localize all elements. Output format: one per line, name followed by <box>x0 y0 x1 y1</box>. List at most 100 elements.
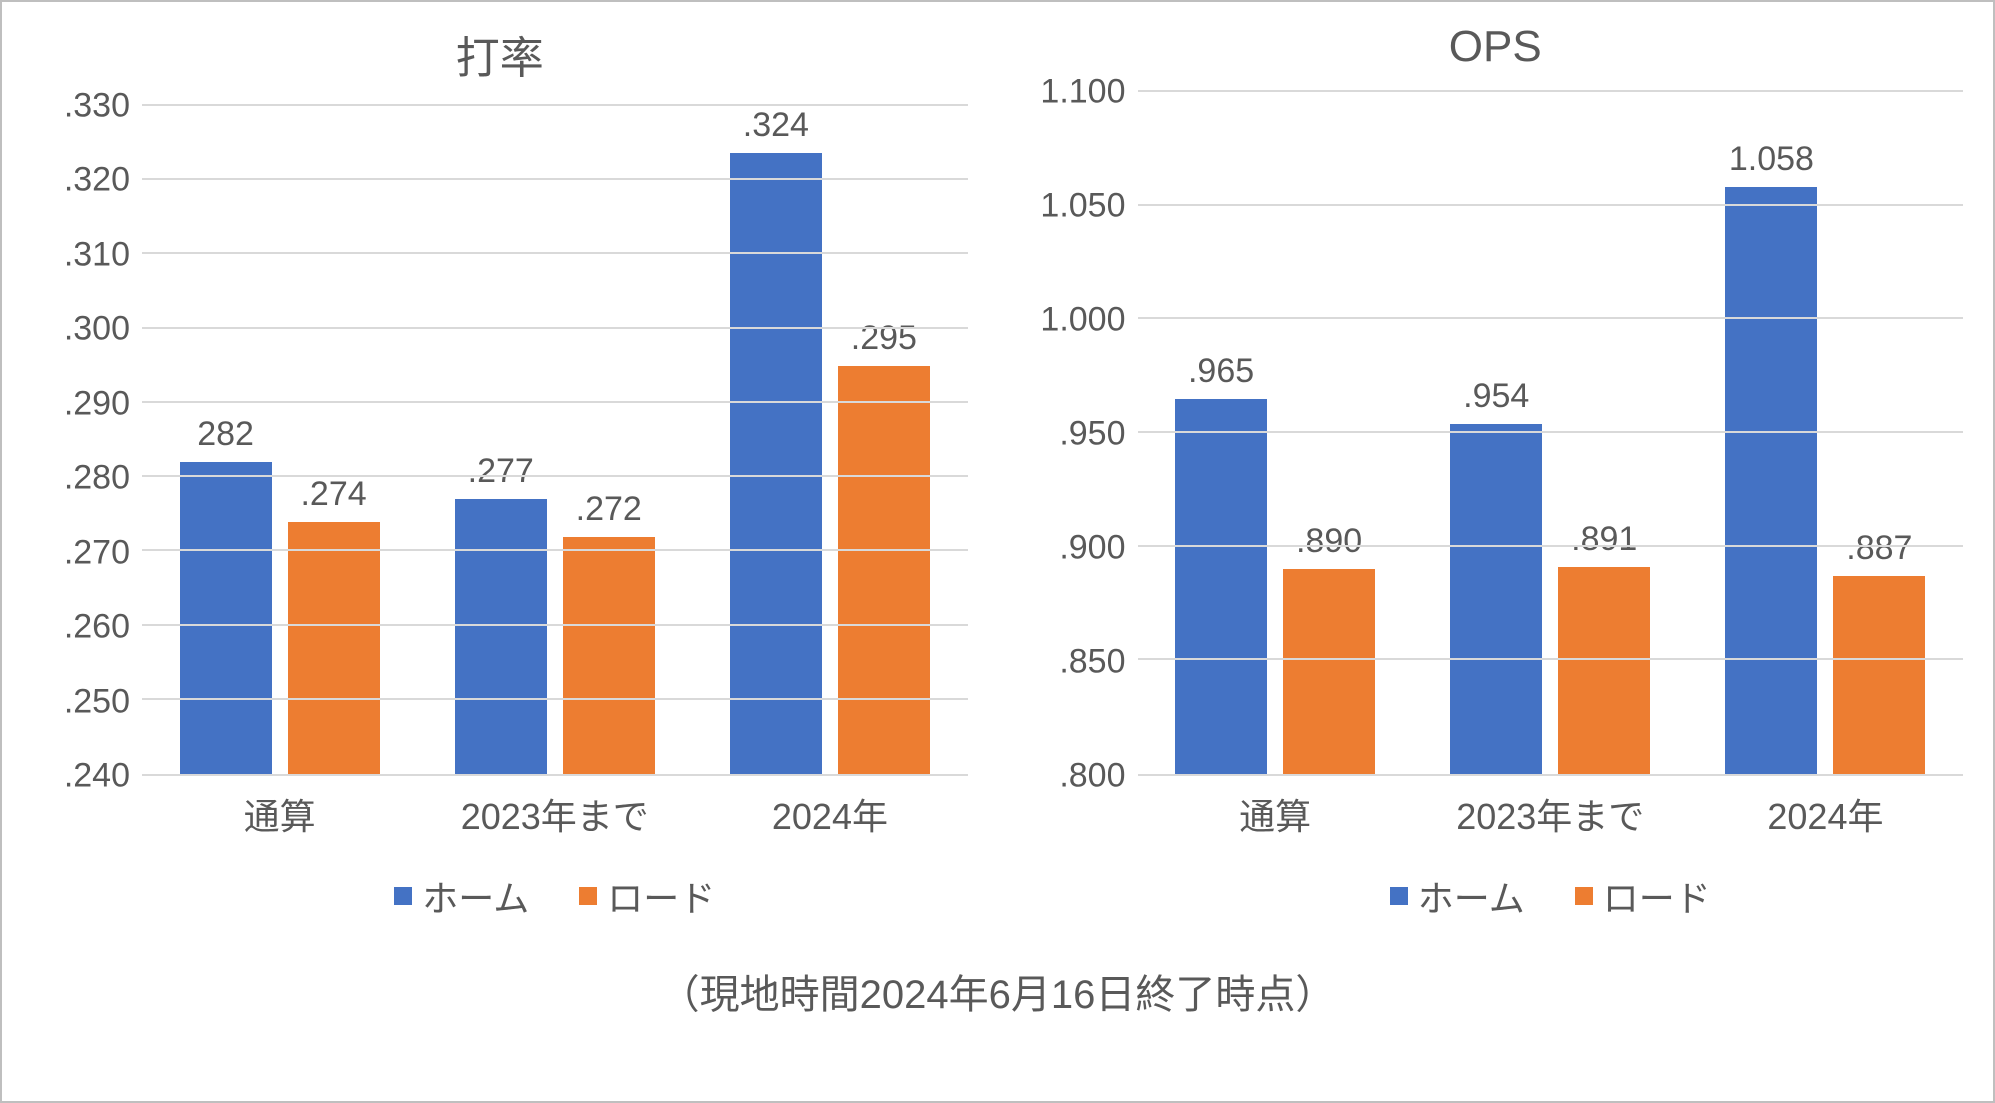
bar-value-label: .272 <box>576 490 642 529</box>
legend-item-home: ホーム <box>1390 870 1525 922</box>
bar-value-label: .324 <box>743 106 809 145</box>
bar-group: 282 .274 <box>180 106 380 774</box>
y-tick: .320 <box>30 161 130 200</box>
y-tick: .310 <box>30 235 130 274</box>
gridline <box>142 327 968 329</box>
gridline <box>1138 204 1964 206</box>
legend-swatch-road <box>1575 887 1593 905</box>
bar-home <box>730 153 822 774</box>
bar-group: .965 .890 <box>1175 92 1375 774</box>
bar-value-label: .891 <box>1571 520 1637 559</box>
x-axis-label: 通算 <box>142 788 417 840</box>
bars-layer-avg: 282 .274 .277 .272 .324 .295 <box>142 106 968 774</box>
gridline <box>142 475 968 477</box>
bar-home <box>1450 424 1542 774</box>
gridline <box>142 178 968 180</box>
gridline <box>1138 90 1964 92</box>
x-axis-label: 2023年まで <box>417 788 692 840</box>
gridline <box>142 252 968 254</box>
y-tick: 1.100 <box>1026 73 1126 112</box>
bar-wrap-road: .887 <box>1833 92 1925 774</box>
y-tick: .260 <box>30 608 130 647</box>
bar-group: 1.058 .887 <box>1725 92 1925 774</box>
y-tick: .800 <box>1026 757 1126 796</box>
gridline <box>142 624 968 626</box>
gridline <box>142 401 968 403</box>
bar-value-label: 282 <box>197 415 254 454</box>
bar-value-label: 1.058 <box>1729 140 1814 179</box>
bar-home <box>180 462 272 774</box>
bar-wrap-home: .954 <box>1450 92 1542 774</box>
y-tick: .850 <box>1026 643 1126 682</box>
bar-road <box>1558 567 1650 774</box>
y-tick: .250 <box>30 682 130 721</box>
bar-value-label: .274 <box>300 475 366 514</box>
y-axis-avg: .240.250.260.270.280.290.300.310.320.330 <box>32 106 142 776</box>
plot-ops: .965 .890 .954 .891 1.058 .887 <box>1138 92 1964 776</box>
bar-group: .324 .295 <box>730 106 930 774</box>
gridline <box>142 698 968 700</box>
legend-swatch-home <box>394 887 412 905</box>
bar-wrap-road: .890 <box>1283 92 1375 774</box>
x-axis-label: 2024年 <box>1688 788 1963 840</box>
gridline <box>142 104 968 106</box>
legend-avg: ホーム ロード <box>142 840 968 922</box>
bar-road <box>838 366 930 774</box>
legend-item-road: ロード <box>579 870 715 922</box>
bar-value-label: .954 <box>1463 377 1529 416</box>
bar-group: .954 .891 <box>1450 92 1650 774</box>
y-axis-ops: .800.850.900.9501.0001.0501.100 <box>1028 92 1138 776</box>
y-tick: .280 <box>30 459 130 498</box>
plot-avg: 282 .274 .277 .272 .324 .295 <box>142 106 968 776</box>
bar-value-label: .277 <box>468 452 534 491</box>
bar-value-label: .965 <box>1188 352 1254 391</box>
bar-home <box>1175 399 1267 774</box>
x-axis-label: 2023年まで <box>1413 788 1688 840</box>
gridline <box>142 549 968 551</box>
chart-panel-ops: OPS .800.850.900.9501.0001.0501.100 .965… <box>998 2 1994 922</box>
y-tick: .950 <box>1026 415 1126 454</box>
gridline <box>1138 317 1964 319</box>
legend-ops: ホーム ロード <box>1138 840 1964 922</box>
bar-road <box>288 522 380 774</box>
bar-wrap-road: .891 <box>1558 92 1650 774</box>
legend-item-road: ロード <box>1575 870 1711 922</box>
bar-wrap-home: .965 <box>1175 92 1267 774</box>
bar-road <box>563 537 655 775</box>
bar-value-label: .890 <box>1296 522 1362 561</box>
bars-layer-ops: .965 .890 .954 .891 1.058 .887 <box>1138 92 1964 774</box>
bar-road <box>1283 569 1375 774</box>
bar-value-label: .887 <box>1846 529 1912 568</box>
bar-wrap-road: .295 <box>838 106 930 774</box>
x-axis-ops: 通算2023年まで2024年 <box>1138 776 1964 840</box>
gridline <box>1138 658 1964 660</box>
y-tick: .240 <box>30 757 130 796</box>
bar-wrap-road: .272 <box>563 106 655 774</box>
legend-label-road: ロード <box>607 870 715 922</box>
legend-swatch-road <box>579 887 597 905</box>
chart-title-avg: 打率 <box>32 22 968 86</box>
x-axis-label: 2024年 <box>692 788 967 840</box>
chart-container: 打率 .240.250.260.270.280.290.300.310.320.… <box>0 0 1995 1103</box>
y-tick: .300 <box>30 310 130 349</box>
y-tick: .900 <box>1026 529 1126 568</box>
legend-label-road: ロード <box>1603 870 1711 922</box>
chart-title-ops: OPS <box>1028 22 1964 72</box>
x-axis-avg: 通算2023年まで2024年 <box>142 776 968 840</box>
gridline <box>1138 431 1964 433</box>
bar-wrap-home: 1.058 <box>1725 92 1817 774</box>
bar-value-label: .295 <box>851 319 917 358</box>
chart-panel-avg: 打率 .240.250.260.270.280.290.300.310.320.… <box>2 2 998 922</box>
legend-label-home: ホーム <box>422 870 529 922</box>
bar-home <box>455 499 547 774</box>
footer-note: （現地時間2024年6月16日終了時点） <box>2 922 1993 1020</box>
legend-swatch-home <box>1390 887 1408 905</box>
y-tick: 1.050 <box>1026 187 1126 226</box>
bar-group: .277 .272 <box>455 106 655 774</box>
charts-row: 打率 .240.250.260.270.280.290.300.310.320.… <box>2 2 1993 922</box>
x-axis-label: 通算 <box>1138 788 1413 840</box>
legend-item-home: ホーム <box>394 870 529 922</box>
bar-wrap-home: 282 <box>180 106 272 774</box>
bar-wrap-road: .274 <box>288 106 380 774</box>
y-tick: .330 <box>30 87 130 126</box>
